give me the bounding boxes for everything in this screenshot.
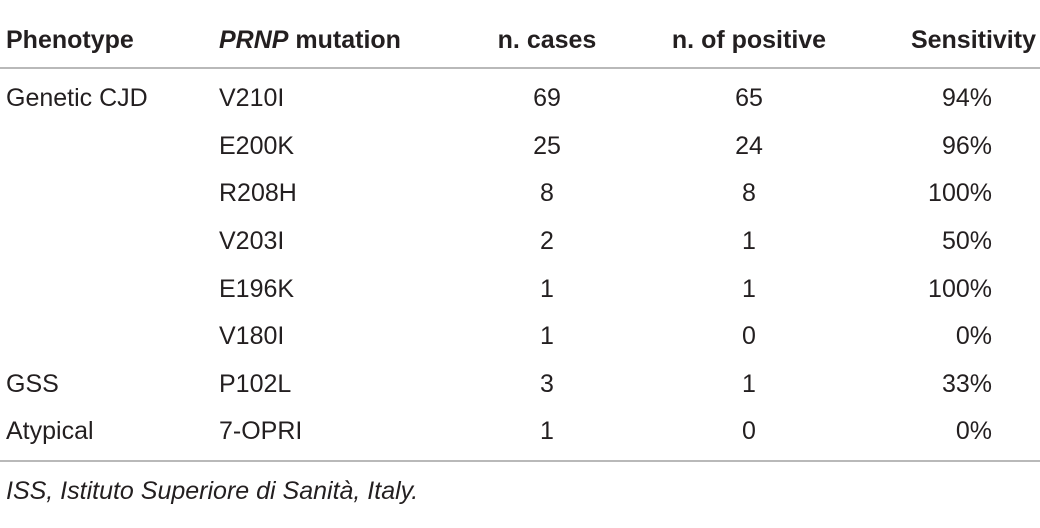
cell-cases: 8 — [540, 179, 554, 208]
cell-mutation: R208H — [219, 179, 297, 208]
cell-mutation: P102L — [219, 369, 292, 398]
cell-sensitivity: 96% — [941, 131, 992, 160]
header-sensitivity: Sensitivity — [858, 14, 1040, 69]
cell-sensitivity: 50% — [941, 227, 992, 256]
cell-sensitivity: 100% — [928, 179, 992, 208]
table-row: R208H 8 8 100% — [0, 170, 1040, 218]
table-row: V180I 1 0 0% — [0, 313, 1040, 361]
table-row: E196K 1 1 100% — [0, 265, 1040, 313]
cell-mutation: E200K — [219, 131, 295, 160]
table-row: E200K 25 24 96% — [0, 123, 1040, 171]
cell-cases: 69 — [533, 84, 561, 113]
cell-sensitivity: 0% — [955, 322, 992, 351]
cell-sensitivity: 0% — [858, 408, 1040, 462]
cell-mutation: 7-OPRI — [212, 408, 454, 462]
cell-positive: 0 — [742, 322, 756, 351]
cell-mutation: V203I — [219, 227, 285, 256]
header-mutation-label: mutation — [288, 26, 401, 54]
cell-cases: 2 — [540, 227, 554, 256]
header-mutation-gene: PRNP — [219, 26, 289, 54]
cell-positive: 8 — [742, 179, 756, 208]
cell-positive: 0 — [640, 408, 858, 462]
cell-phenotype — [0, 265, 212, 313]
cell-cases: 1 — [540, 274, 554, 303]
header-cases: n. cases — [454, 14, 640, 69]
header-positive: n. of positive — [640, 14, 858, 69]
table-row: Genetic CJD V210I 69 65 94% — [0, 68, 1040, 123]
cell-positive: 1 — [742, 369, 756, 398]
table-row: V203I 2 1 50% — [0, 218, 1040, 266]
cell-mutation: E196K — [219, 274, 295, 303]
cell-positive: 1 — [742, 274, 756, 303]
cell-positive: 65 — [735, 84, 763, 113]
cell-phenotype — [0, 313, 212, 361]
header-mutation: PRNP mutation — [212, 14, 454, 69]
header-row: Phenotype PRNP mutation n. cases n. of p… — [0, 14, 1040, 69]
cell-sensitivity: 33% — [941, 369, 992, 398]
cell-sensitivity: 94% — [941, 84, 992, 113]
cell-phenotype: Atypical — [0, 408, 212, 462]
cell-positive: 1 — [742, 227, 756, 256]
cell-sensitivity: 100% — [928, 274, 992, 303]
cell-phenotype — [0, 170, 212, 218]
cell-phenotype: GSS — [6, 369, 59, 398]
cell-phenotype: Genetic CJD — [6, 84, 148, 113]
table-row: GSS P102L 3 1 33% — [0, 361, 1040, 409]
cell-cases: 1 — [454, 408, 640, 462]
cell-mutation: V180I — [219, 322, 285, 351]
cell-positive: 24 — [735, 131, 763, 160]
cell-cases: 25 — [533, 131, 561, 160]
cell-cases: 3 — [540, 369, 554, 398]
cell-cases: 1 — [540, 322, 554, 351]
cell-phenotype — [0, 123, 212, 171]
table-row: Atypical 7-OPRI 1 0 0% — [0, 408, 1040, 462]
table-footnote: ISS, Istituto Superiore di Sanità, Italy… — [6, 477, 419, 505]
cell-phenotype — [0, 218, 212, 266]
mutation-sensitivity-table: Phenotype PRNP mutation n. cases n. of p… — [0, 14, 1040, 462]
cell-mutation: V210I — [219, 84, 285, 113]
header-phenotype: Phenotype — [0, 14, 212, 69]
